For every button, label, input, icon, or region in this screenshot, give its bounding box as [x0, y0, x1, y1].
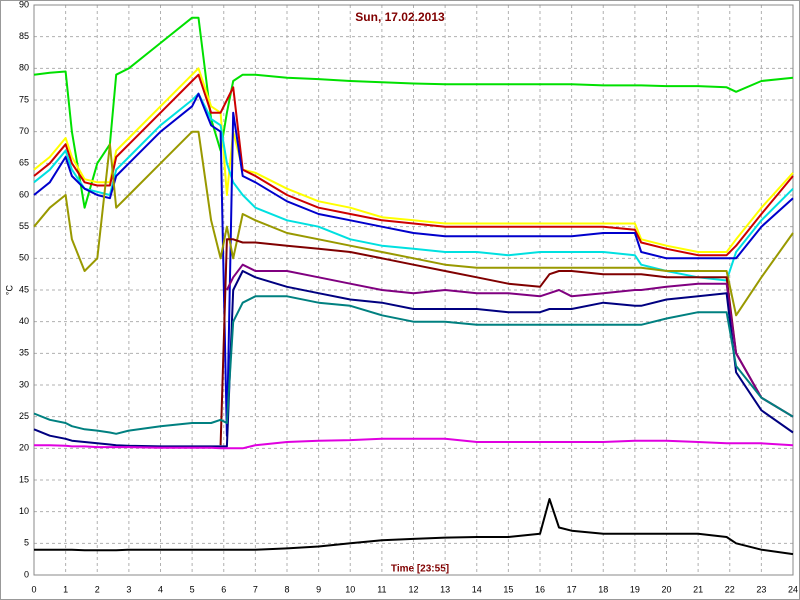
series-line: [33, 295, 794, 435]
x-tick-label: 12: [408, 584, 418, 594]
y-tick-label: 25: [19, 411, 29, 421]
x-tick-label: 13: [440, 584, 450, 594]
x-tick-label: 11: [377, 584, 386, 594]
chart-title: Sun, 17.02.2013: [355, 10, 445, 24]
x-tick-label: 1: [63, 584, 68, 594]
y-tick-label: 55: [19, 221, 29, 231]
y-tick-label: 30: [19, 379, 29, 389]
x-tick-label: 4: [158, 584, 163, 594]
y-tick-label: 65: [19, 158, 29, 168]
y-tick-label: 60: [19, 189, 29, 199]
x-tick-label: 8: [284, 584, 289, 594]
x-tick-label: 21: [693, 584, 703, 594]
series-line: [33, 130, 794, 317]
y-axis-label: °C: [4, 284, 14, 295]
y-tick-label: 0: [24, 569, 29, 579]
series-line: [34, 498, 794, 556]
y-tick-label: 75: [19, 94, 29, 104]
series-line: [33, 73, 794, 257]
series-line: [219, 238, 794, 446]
x-tick-label: 14: [472, 584, 482, 594]
x-tick-label: 17: [567, 584, 577, 594]
x-tick-label: 9: [316, 584, 321, 594]
x-axis-label: Time [23:55]: [391, 564, 449, 575]
x-tick-label: 23: [756, 584, 766, 594]
y-tick-label: 20: [19, 443, 29, 453]
x-tick-label: 3: [126, 584, 131, 594]
series-line: [34, 437, 794, 450]
series-line: [33, 92, 794, 437]
series-line: [33, 16, 794, 209]
series-line: [226, 263, 794, 418]
x-tick-label: 15: [503, 584, 513, 594]
y-tick-label: 50: [19, 253, 29, 263]
series-line: [33, 270, 794, 448]
y-tick-label: 10: [19, 506, 29, 516]
y-tick-label: 40: [19, 316, 29, 326]
y-tick-label: 90: [19, 0, 29, 9]
x-tick-label: 10: [345, 584, 355, 594]
y-tick-label: 35: [19, 348, 29, 358]
x-tick-label: 6: [221, 584, 226, 594]
x-tick-label: 2: [95, 584, 100, 594]
y-tick-label: 5: [24, 538, 29, 548]
x-tick-label: 16: [535, 584, 545, 594]
x-tick-label: 22: [725, 584, 735, 594]
x-tick-label: 19: [630, 584, 640, 594]
plot-border: [33, 4, 794, 576]
x-tick-label: 5: [190, 584, 195, 594]
y-tick-label: 15: [19, 474, 29, 484]
x-tick-label: 24: [788, 584, 798, 594]
x-tick-label: 7: [253, 584, 258, 594]
y-tick-label: 70: [19, 126, 29, 136]
y-tick-label: 80: [19, 63, 29, 73]
y-tick-label: 85: [19, 31, 29, 41]
x-tick-label: 0: [31, 584, 36, 594]
x-tick-label: 20: [661, 584, 671, 594]
series-line: [33, 92, 794, 282]
x-tick-label: 18: [598, 584, 608, 594]
y-tick-label: 45: [19, 284, 29, 294]
